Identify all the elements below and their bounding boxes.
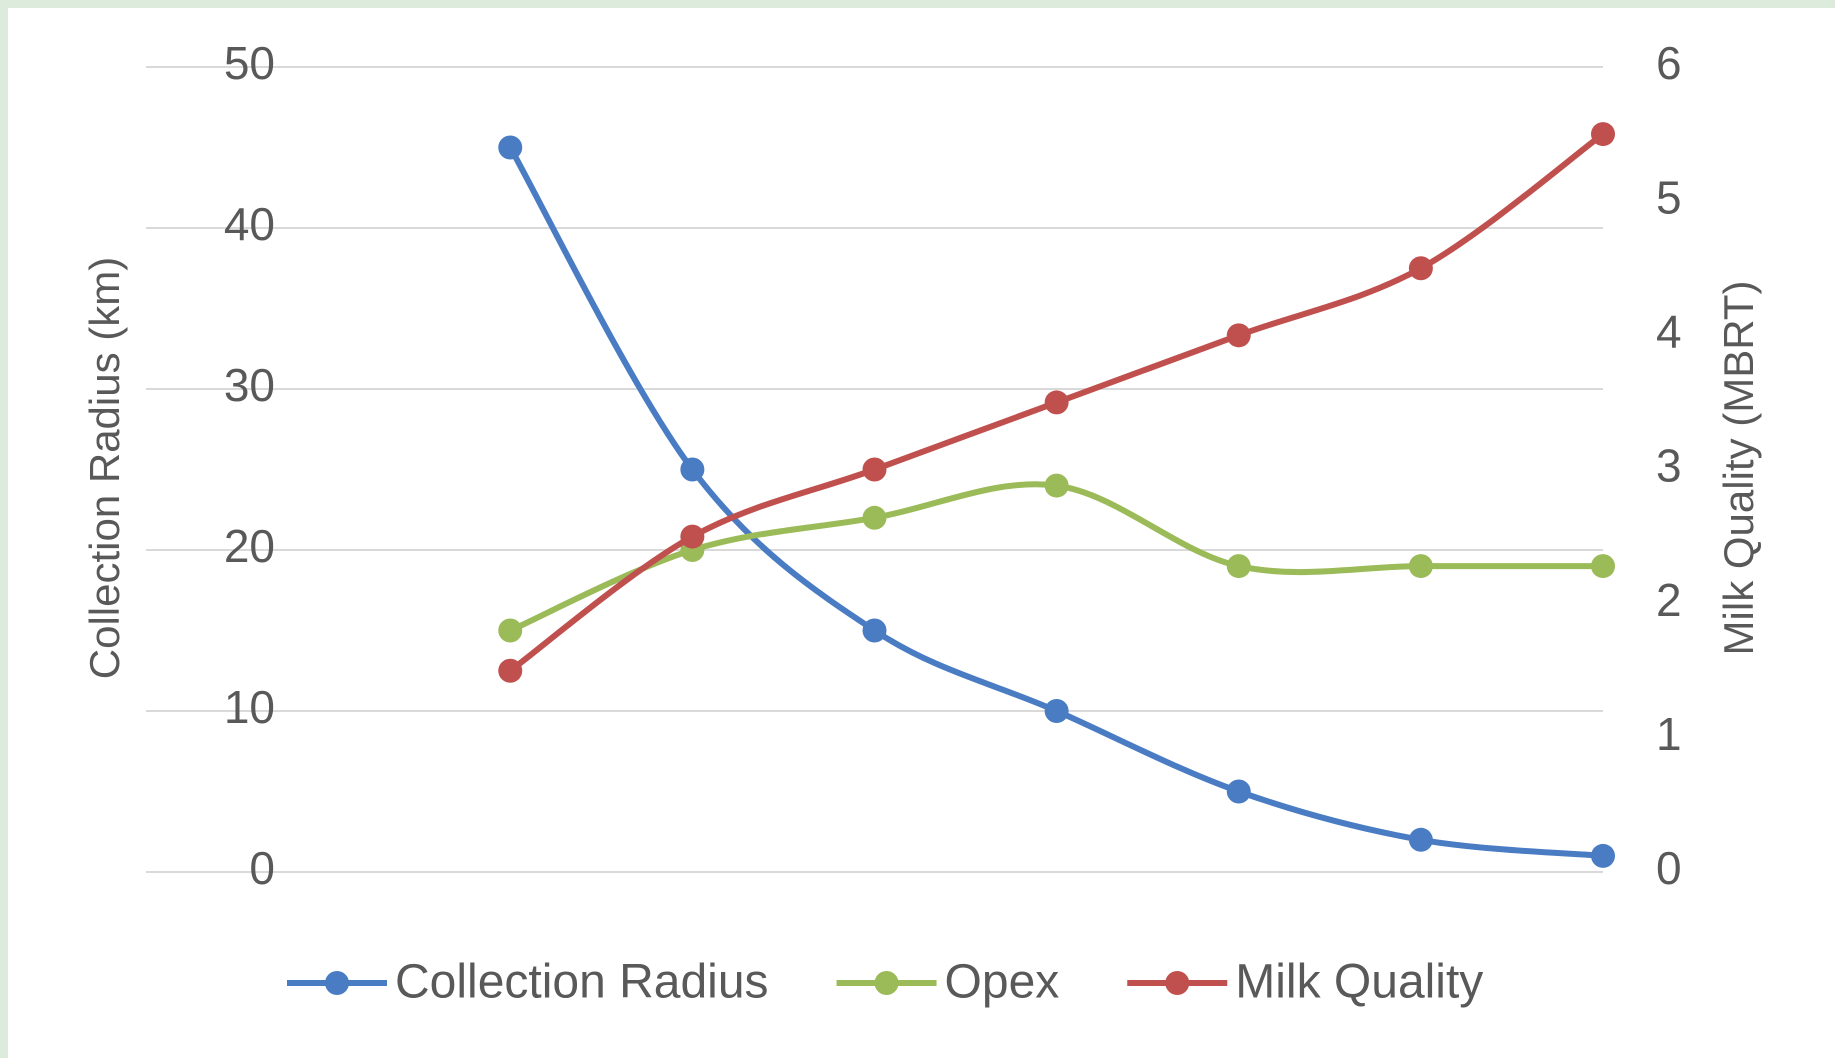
data-point <box>498 618 523 643</box>
y2-tick-label: 0 <box>1656 842 1682 894</box>
data-point <box>1591 122 1615 147</box>
data-point <box>1226 779 1251 804</box>
y2-axis-title: Milk Quality (MBRT) <box>1715 281 1762 656</box>
data-point <box>1408 554 1433 579</box>
data-point <box>1044 390 1069 415</box>
data-point <box>1226 323 1251 348</box>
data-point <box>498 658 523 683</box>
data-point <box>862 457 887 482</box>
y2-tick-label: 2 <box>1656 574 1682 626</box>
data-point <box>680 524 705 549</box>
legend-marker <box>325 971 349 995</box>
y-tick-label: 30 <box>224 359 275 411</box>
legend-marker <box>1165 971 1190 995</box>
data-point <box>1591 843 1615 868</box>
data-point <box>1408 256 1433 281</box>
y-tick-label: 40 <box>224 198 275 250</box>
data-point <box>1226 554 1251 579</box>
legend-label: Collection Radius <box>395 956 769 1009</box>
data-point <box>498 135 523 160</box>
y-axis-title: Collection Radius (km) <box>81 257 128 679</box>
data-point <box>1044 473 1069 498</box>
data-point <box>680 457 705 482</box>
y2-tick-label: 4 <box>1656 305 1682 357</box>
y-tick-label: 50 <box>224 37 275 89</box>
data-point <box>1408 827 1433 852</box>
y2-tick-label: 6 <box>1656 37 1682 89</box>
y-tick-label: 20 <box>224 520 275 572</box>
data-point <box>862 618 887 643</box>
y-tick-label: 10 <box>224 681 275 733</box>
legend-marker <box>874 971 899 995</box>
data-point <box>1591 554 1615 579</box>
data-point <box>862 505 887 530</box>
legend-label: Milk Quality <box>1235 956 1483 1009</box>
data-point <box>1044 699 1069 723</box>
legend-label: Opex <box>945 956 1060 1009</box>
y2-tick-label: 1 <box>1656 708 1682 760</box>
y-tick-label: 0 <box>249 842 275 894</box>
y2-tick-label: 5 <box>1656 171 1682 223</box>
y2-tick-label: 3 <box>1656 440 1682 492</box>
